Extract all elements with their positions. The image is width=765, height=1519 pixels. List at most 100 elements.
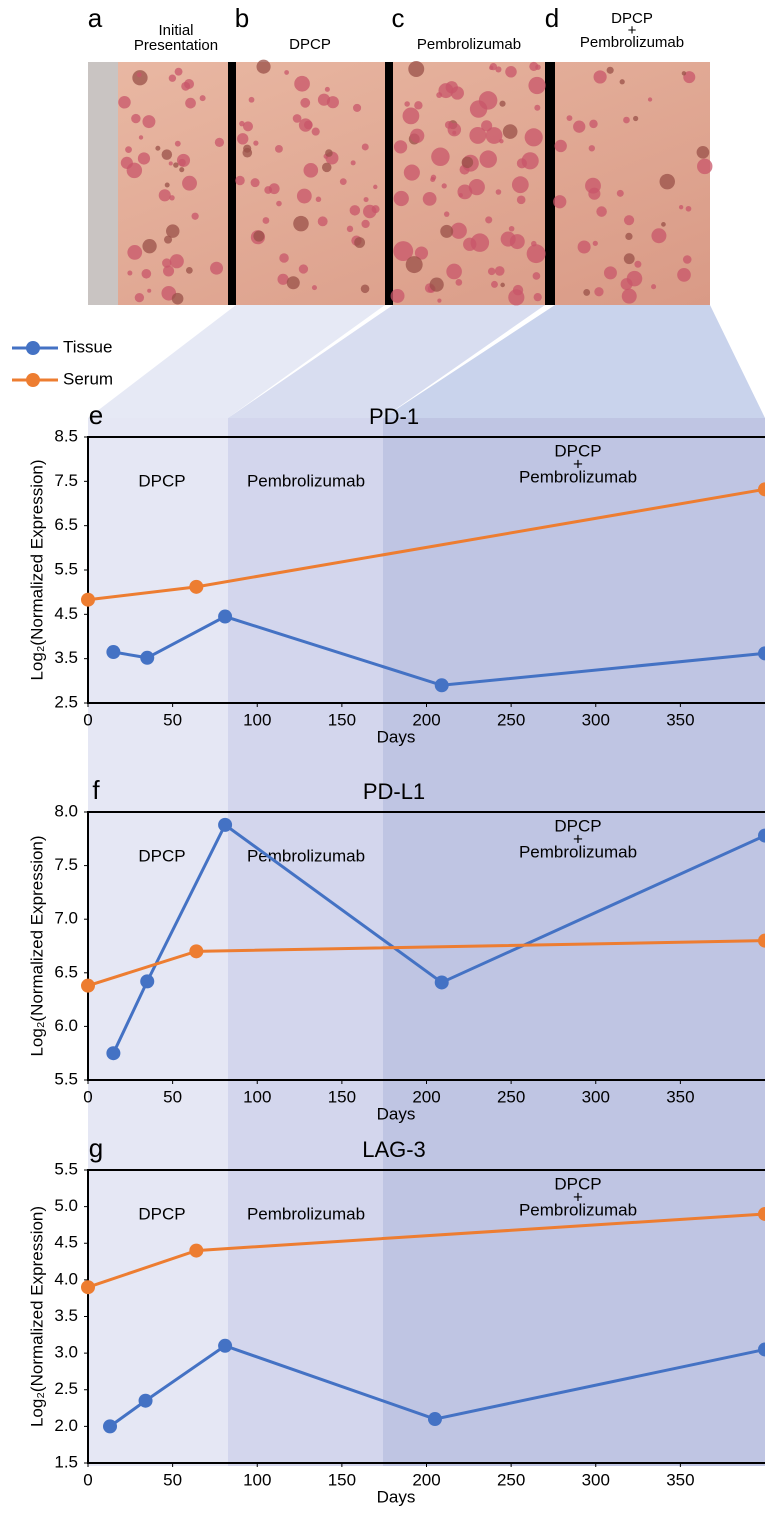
y-axis-label: Log₂(Normalized Expression) [27,835,46,1056]
photo-caption: Pembrolizumab [580,34,684,51]
lesion [659,173,675,190]
phase-label: + [573,1187,583,1206]
x-tick-label: 250 [497,710,525,729]
photo-caption: Pembrolizumab [417,36,521,53]
lesion [616,189,624,197]
lesion [321,162,332,173]
lesion [440,224,454,238]
lesion [621,288,637,304]
lesion [131,113,141,124]
lesion [485,127,503,144]
phase-label: DPCP [554,441,601,460]
data-point [189,944,204,959]
lesion [588,145,595,152]
lesion [592,240,598,246]
data-point [434,975,449,990]
x-tick-label: 150 [328,710,356,729]
lesion [505,66,517,78]
lesion [450,86,464,100]
lesion [526,244,546,264]
y-tick-label: 2.5 [54,1379,78,1398]
y-tick-label: 2.5 [54,692,78,711]
lesion [286,276,300,290]
panel-letter: d [545,3,559,33]
lesion [500,231,516,247]
lesion [404,101,410,107]
lesion [373,184,378,190]
lesion [361,219,370,229]
projection [88,305,385,418]
lesion [127,245,143,260]
lesion [346,225,354,233]
lesion [402,107,420,125]
x-tick-label: 300 [582,1470,610,1489]
x-tick-label: 150 [328,1470,356,1489]
lesion [461,156,474,169]
lesion [182,175,197,191]
chart-title: PD-L1 [363,779,425,804]
phase-column [88,418,228,1466]
lesion [438,83,454,99]
x-axis-label: Days [377,727,416,746]
y-tick-label: 8.0 [54,801,78,820]
lesion [300,97,311,108]
lesion [531,240,537,247]
lesion [199,95,206,102]
lesion [303,163,319,178]
lesion [142,115,156,129]
projection [383,305,765,418]
lesion [651,284,657,290]
lesion [508,225,515,232]
y-tick-label: 3.5 [54,648,78,667]
lesion [171,292,184,305]
data-point [758,828,765,843]
photo-caption: Initial [158,22,193,39]
lesion [495,189,502,195]
lesion [678,205,684,210]
lesion [339,178,347,186]
lesion [490,280,498,288]
lesion [179,167,185,173]
lesion [118,96,131,109]
phase-column [228,418,383,1466]
lesion [293,215,309,232]
lesion [276,200,282,207]
divider [545,62,555,305]
lesion [661,222,666,227]
lesion [127,270,133,276]
phase-label: DPCP [554,1174,601,1193]
lesion [431,147,450,167]
lesion [623,215,635,226]
lesion [681,71,687,76]
lesion [298,118,313,132]
lesion [141,268,152,279]
y-tick-label: 6.5 [54,515,78,534]
lesion [446,263,462,280]
lesion [455,279,463,286]
y-tick-label: 8.5 [54,426,78,445]
lesion [354,237,366,248]
data-point [189,579,204,594]
lesion [583,288,591,296]
x-tick-label: 250 [497,1087,525,1106]
lesion [158,189,171,202]
lesion [132,70,148,86]
panel-letter: a [88,3,103,33]
lesion [168,74,177,82]
lesion [136,72,142,78]
lesion [360,284,370,294]
lesion [174,67,183,76]
photo-caption: DPCP [289,36,331,53]
lesion [176,153,191,167]
lesion [248,96,255,103]
data-point [758,482,765,497]
lesion [457,184,473,200]
lesion [524,128,543,147]
data-point [81,1280,95,1295]
lesion [405,256,423,274]
lesion [516,195,526,205]
lesion [315,196,322,203]
lesion [311,127,320,136]
lesion [634,260,642,268]
